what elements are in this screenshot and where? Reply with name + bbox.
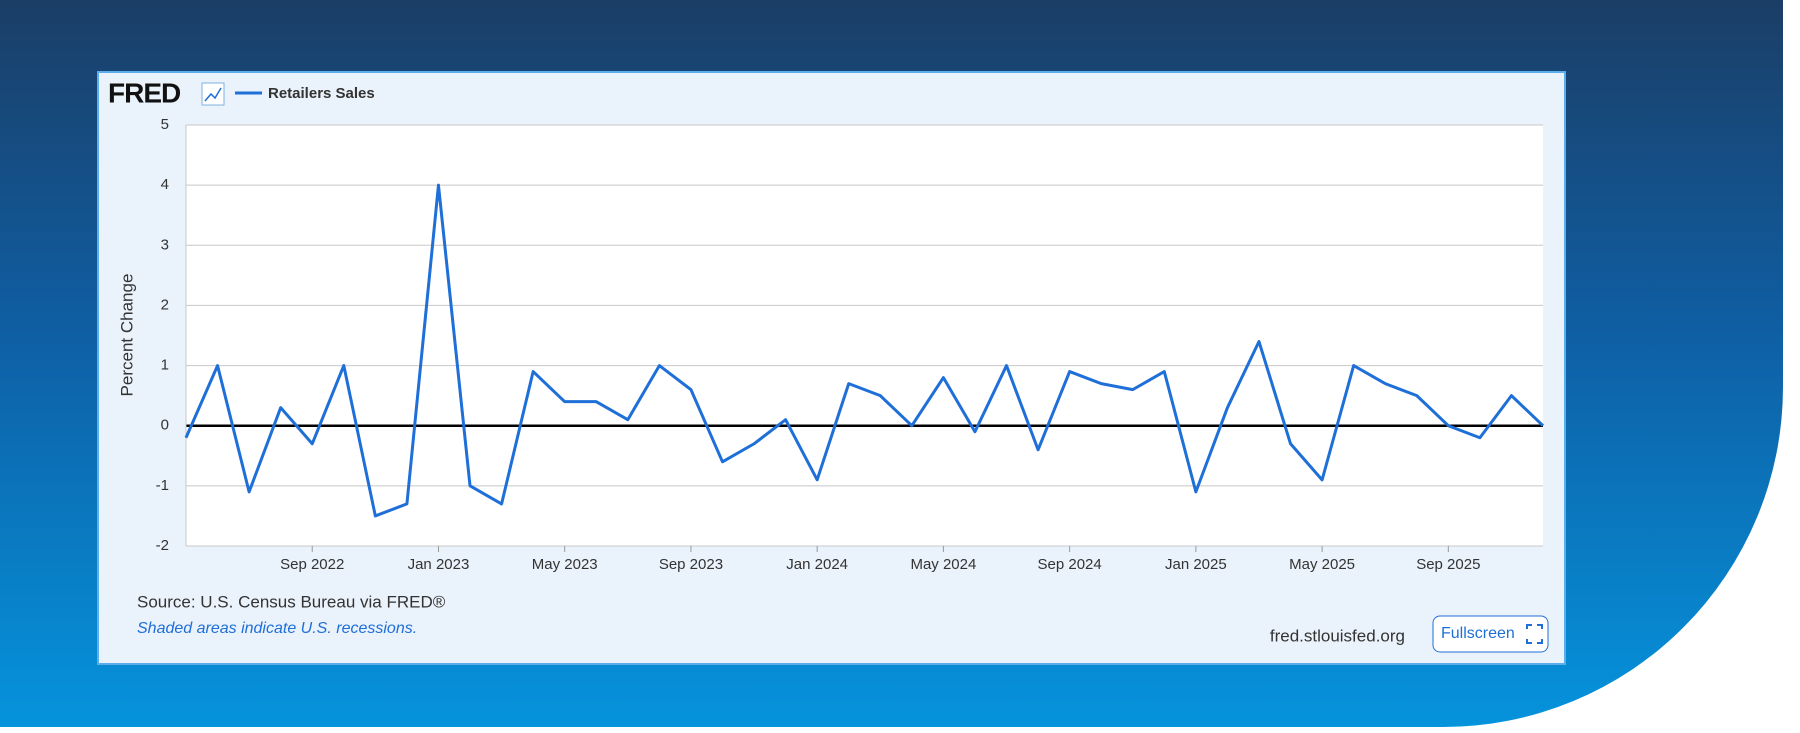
y-tick-label: 4 xyxy=(161,176,169,193)
y-tick-label: 1 xyxy=(161,357,169,374)
source: Source: U.S. Census Bureau via FRED® xyxy=(137,592,446,611)
y-tick-label: 5 xyxy=(161,116,169,133)
x-tick-label: Sep 2024 xyxy=(1038,556,1102,573)
x-tick-label: Sep 2023 xyxy=(659,556,723,573)
data-line xyxy=(184,183,1545,518)
plot-area xyxy=(186,125,1543,546)
y-axis-label: Percent Change xyxy=(117,274,136,397)
y-tick-label: -1 xyxy=(156,477,169,494)
recession-note[interactable]: Shaded areas indicate U.S. recessions. xyxy=(137,620,417,637)
x-tick-label: Jan 2023 xyxy=(408,556,470,573)
logo: FRED xyxy=(108,77,181,108)
x-tick-label: Sep 2022 xyxy=(280,556,344,573)
website: fred.stlouisfed.org xyxy=(1270,626,1405,645)
logo-icon xyxy=(201,82,225,106)
legend-label: Retailers Sales xyxy=(268,85,375,102)
y-tick-label: 0 xyxy=(161,417,169,434)
button-label[interactable]: Fullscreen xyxy=(1441,625,1515,642)
y-tick-label: 2 xyxy=(161,296,169,313)
x-tick-label: May 2025 xyxy=(1289,556,1355,573)
x-tick-label: Jan 2024 xyxy=(786,556,848,573)
x-tick-label: Sep 2025 xyxy=(1416,556,1480,573)
x-tick-label: Jan 2025 xyxy=(1165,556,1227,573)
x-tick-label: May 2023 xyxy=(532,556,598,573)
y-tick-label: 3 xyxy=(161,236,169,253)
fullscreen-button[interactable]: Fullscreen xyxy=(1432,615,1549,653)
y-tick-label: -2 xyxy=(156,537,169,554)
x-tick-label: May 2024 xyxy=(910,556,976,573)
